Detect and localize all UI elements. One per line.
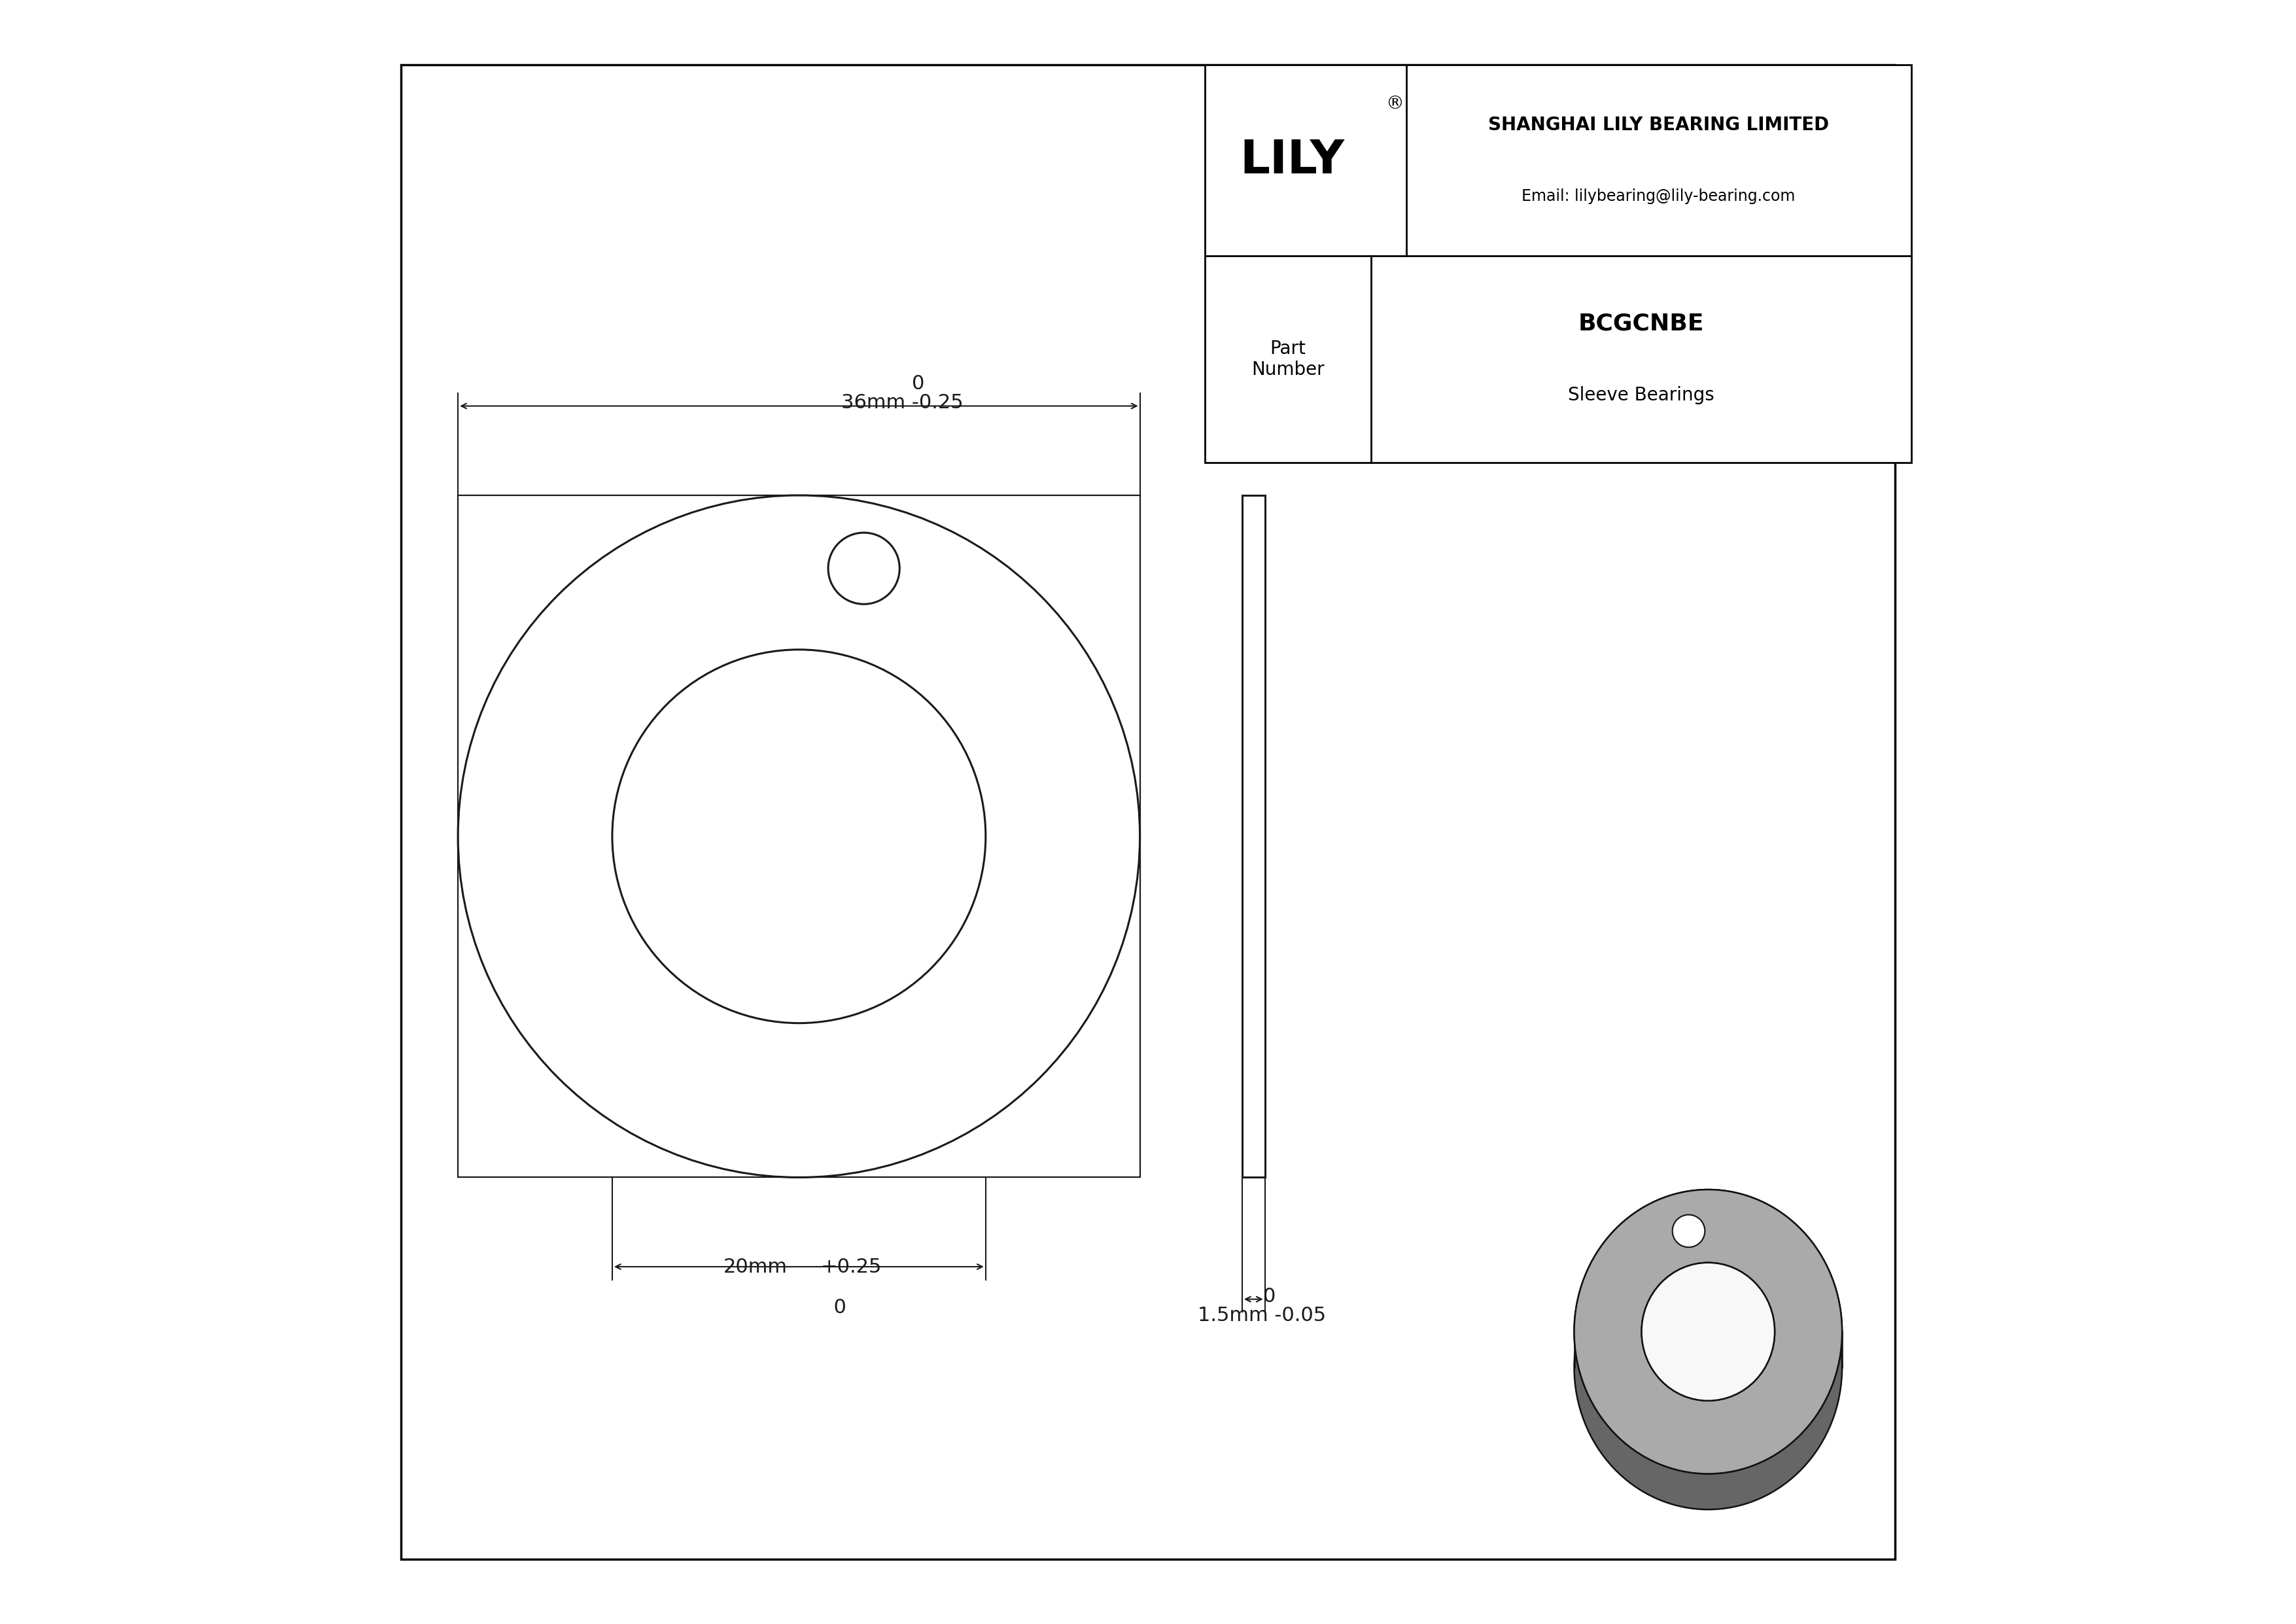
Text: 0: 0 — [1263, 1286, 1277, 1306]
Text: LILY: LILY — [1240, 138, 1345, 184]
Ellipse shape — [1575, 1224, 1841, 1510]
Text: 1.5mm -0.05: 1.5mm -0.05 — [1199, 1306, 1325, 1325]
Text: 0: 0 — [912, 374, 925, 393]
Text: Email: lilybearing@lily-bearing.com: Email: lilybearing@lily-bearing.com — [1522, 188, 1795, 205]
Text: SHANGHAI LILY BEARING LIMITED: SHANGHAI LILY BEARING LIMITED — [1488, 115, 1830, 133]
Text: 0: 0 — [822, 1276, 847, 1317]
Ellipse shape — [1642, 1263, 1775, 1400]
Text: BCGCNBE: BCGCNBE — [1577, 312, 1704, 335]
Text: 20mm: 20mm — [723, 1257, 788, 1276]
Text: ®: ® — [1387, 94, 1403, 112]
Ellipse shape — [1575, 1189, 1841, 1475]
Text: 36mm -0.25: 36mm -0.25 — [840, 393, 962, 412]
Bar — [1205, 65, 1910, 463]
Ellipse shape — [1642, 1263, 1775, 1400]
Text: +0.25: +0.25 — [822, 1257, 882, 1276]
Ellipse shape — [1642, 1285, 1775, 1423]
Bar — [457, 495, 1139, 1177]
Bar — [1242, 495, 1265, 1177]
Text: Sleeve Bearings: Sleeve Bearings — [1568, 387, 1715, 404]
Ellipse shape — [1575, 1189, 1841, 1475]
Circle shape — [1671, 1215, 1706, 1247]
Text: Part
Number: Part Number — [1251, 339, 1325, 378]
